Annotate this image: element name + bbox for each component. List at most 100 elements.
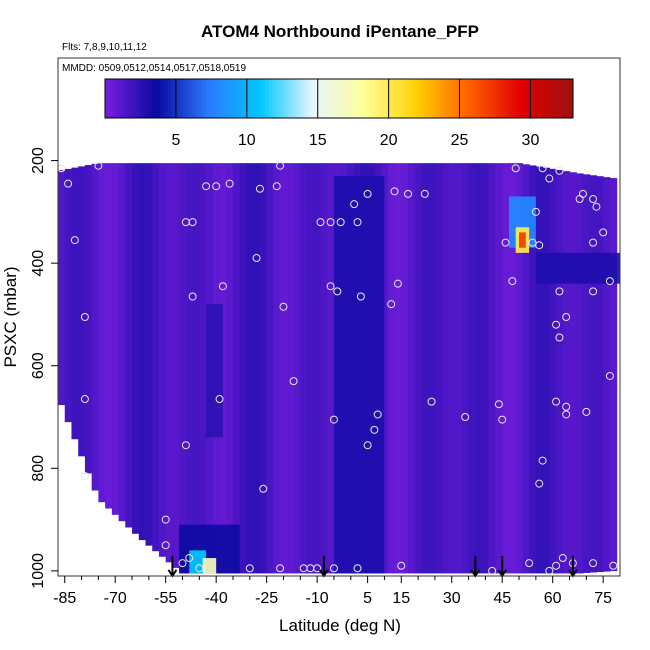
field-feature — [189, 550, 207, 574]
sample-point — [393, 279, 402, 288]
colorbar-segment — [144, 79, 149, 118]
colorbar-segment — [202, 79, 207, 118]
colorbar-segment — [354, 79, 359, 118]
colorbar-segment — [186, 79, 192, 118]
colorbar-segment — [502, 79, 508, 118]
colorbar-segment — [159, 79, 164, 118]
colorbar-segment — [491, 79, 496, 118]
colorbar-segment — [257, 79, 262, 118]
colorbar-segment — [183, 79, 188, 118]
sample-point — [545, 174, 554, 183]
sample-point — [589, 559, 598, 568]
colorbar-segment — [401, 79, 406, 118]
sample-point — [363, 441, 372, 450]
colorbar-segment — [440, 79, 445, 118]
field-column — [475, 163, 483, 574]
field-column — [508, 163, 517, 574]
colorbar-segment — [358, 79, 363, 118]
field-column — [71, 167, 79, 440]
field-column — [434, 163, 443, 574]
field-column — [495, 163, 503, 574]
colorbar-segment — [300, 79, 305, 118]
field-feature — [535, 252, 620, 284]
colorbar-segment — [335, 79, 340, 118]
field-column — [488, 163, 497, 574]
field-column — [293, 163, 301, 574]
sample-point — [279, 302, 288, 311]
x-tick-label: -55 — [154, 590, 177, 607]
colorbar-segment — [362, 79, 367, 118]
sample-point — [403, 189, 412, 198]
colorbar-segment — [210, 79, 215, 118]
field-column — [259, 163, 268, 574]
field-column — [327, 163, 335, 574]
colorbar-segment — [487, 79, 492, 118]
x-tick-label: -40 — [205, 590, 228, 607]
sample-point — [552, 561, 561, 570]
sample-point — [552, 397, 561, 406]
sample-point — [535, 479, 544, 488]
colorbar-segment — [229, 79, 235, 118]
colorbar-segment — [409, 79, 414, 118]
colorbar-segment — [303, 79, 309, 118]
y-tick-label: 800 — [30, 455, 47, 482]
colorbar-segment — [350, 79, 356, 118]
colorbar-segment — [225, 79, 231, 118]
y-tick-label: 1000 — [30, 553, 47, 589]
sample-point — [289, 377, 298, 386]
colorbar-segment — [147, 79, 153, 118]
colorbar-segment — [151, 79, 157, 118]
sample-point — [326, 282, 335, 291]
field-column — [428, 163, 436, 574]
field-column — [165, 163, 174, 563]
colorbar-segment — [339, 79, 344, 118]
colorbar-tick-label: 30 — [522, 132, 540, 149]
colorbar-segment — [479, 79, 484, 118]
sample-point — [195, 564, 204, 573]
sample-point — [545, 566, 554, 575]
sample-point — [525, 559, 534, 568]
y-tick-label: 200 — [30, 147, 47, 174]
colorbar-segment — [374, 79, 379, 118]
sample-point — [225, 179, 234, 188]
field-column — [300, 163, 308, 574]
colorbar-segment — [194, 79, 200, 118]
colorbar-segment — [268, 79, 274, 118]
colorbar-tick-label: 20 — [380, 132, 398, 149]
field-column — [569, 172, 577, 574]
field-column — [246, 163, 254, 574]
sample-point — [555, 287, 564, 296]
colorbar-segment — [370, 79, 375, 118]
colorbar-segment — [222, 79, 227, 118]
colorbar-segment — [510, 79, 515, 118]
sample-point — [326, 218, 335, 227]
colorbar-segment — [381, 79, 387, 118]
field-column — [381, 163, 389, 574]
field-column — [596, 176, 604, 573]
field-column — [226, 163, 234, 574]
colorbar-segment — [171, 79, 176, 118]
concentration-field — [58, 163, 620, 574]
colorbar-segment — [124, 79, 129, 118]
colorbar-segment — [280, 79, 285, 118]
colorbar-tick-label: 15 — [309, 132, 327, 149]
colorbar-segment — [545, 79, 551, 118]
field-column — [461, 163, 470, 574]
x-tick-label: -10 — [306, 590, 329, 607]
sample-point — [558, 554, 567, 563]
sample-point — [397, 561, 406, 570]
colorbar-segment — [522, 79, 527, 118]
field-column — [172, 163, 180, 568]
sample-point — [552, 320, 561, 329]
field-column — [387, 163, 396, 574]
field-column — [118, 163, 126, 522]
colorbar-segment — [498, 79, 504, 118]
colorbar-segment — [136, 79, 141, 118]
colorbar-segment — [393, 79, 398, 118]
colorbar-segment — [261, 79, 266, 118]
sample-point — [333, 287, 342, 296]
colorbar-segment — [428, 79, 434, 118]
colorbar-segment — [128, 79, 133, 118]
